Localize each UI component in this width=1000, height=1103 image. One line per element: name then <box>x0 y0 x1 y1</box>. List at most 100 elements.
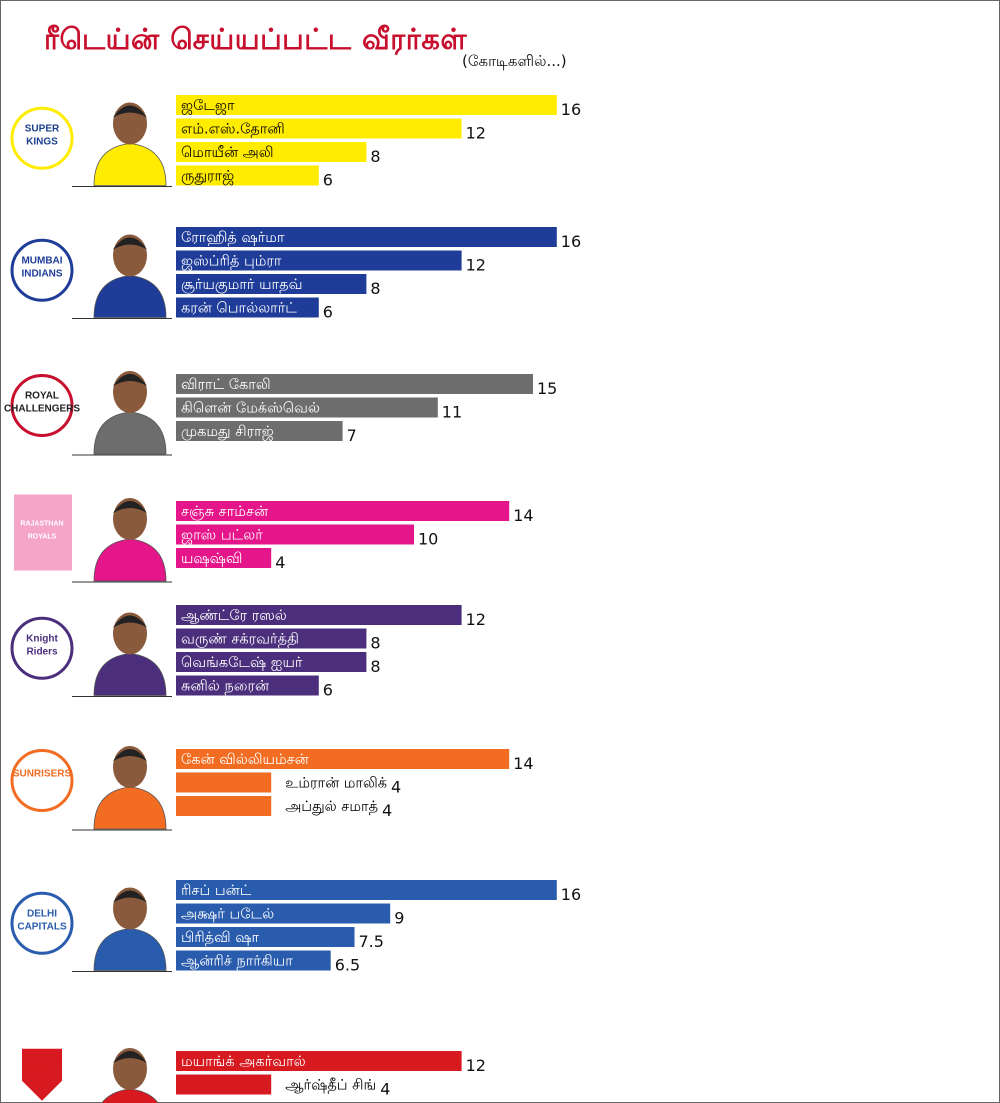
value-label: 6 <box>323 681 333 700</box>
value-label: 4 <box>380 1080 390 1099</box>
player-name-label: யஷஷ்வி <box>181 551 242 567</box>
bar <box>176 374 533 394</box>
value-label: 16 <box>561 885 581 904</box>
player-name-label: ரிசப் பன்ட் <box>181 883 252 899</box>
player-name-label: கேன் வில்லியம்சன் <box>181 752 310 768</box>
team-logo-text: Knight <box>26 633 58 644</box>
team-group-pbks: PUNJAB KINGS மயாங்க் அகர்வால் 12 ஆர்ஷ்தீப் ச… <box>21 1048 486 1103</box>
value-label: 4 <box>391 778 401 797</box>
bar <box>176 1051 462 1071</box>
team-logo-mi: MUMBAI INDIANS <box>10 238 74 302</box>
bar <box>176 628 367 649</box>
bar <box>176 421 343 441</box>
value-label: 6.5 <box>335 956 360 975</box>
bar <box>176 397 438 418</box>
value-label: 6 <box>323 303 333 322</box>
team-group-kkr: Knight Riders ஆண்ட்ரே ரஸல் 12 வருண் சக்ரவர்த… <box>10 605 486 700</box>
value-label: 12 <box>466 610 486 629</box>
player-name-label: ஆன்ரிச் நார்கியா <box>181 954 293 970</box>
bar <box>176 95 557 115</box>
value-unit-label: (கோடிகளில்...) <box>462 52 567 70</box>
bar <box>176 1074 272 1095</box>
bar <box>176 250 462 271</box>
bar <box>176 524 414 545</box>
bar <box>176 675 319 696</box>
bar <box>176 796 272 816</box>
player-name-label: ருதுராஜ் <box>181 169 234 185</box>
bar <box>176 142 367 162</box>
bar <box>176 227 557 247</box>
bar <box>176 118 462 139</box>
player-name-label: வருண் சக்ரவர்த்தி <box>181 632 299 648</box>
bar <box>176 749 510 769</box>
bar <box>176 548 272 568</box>
value-label: 7.5 <box>359 932 384 951</box>
team-logo-text: SUPER <box>25 123 60 134</box>
player-photo <box>101 1048 159 1103</box>
team-logo-text: Riders <box>26 646 58 657</box>
team-logo-rr: RAJASTHAN ROYALS <box>14 494 72 571</box>
player-name-label: சுனில் நரைன் <box>181 679 270 695</box>
value-label: 14 <box>513 754 533 773</box>
team-logo-text: CHALLENGERS <box>4 404 80 415</box>
team-logo-text: ROYAL <box>25 391 59 402</box>
bar <box>176 950 331 971</box>
player-name-label: ஆர்ஷ்தீப் சிங் <box>285 1078 376 1094</box>
team-logo-kkr: Knight Riders <box>10 616 74 680</box>
bar <box>176 903 391 924</box>
player-name-label: விராட் கோலி <box>181 377 271 393</box>
player-name-label: வெங்கடேஷ் ஐயர் <box>181 655 303 671</box>
bar <box>176 274 367 294</box>
player-name-label: பிரித்வி ஷா <box>181 930 259 946</box>
team-logo-text: SUNRISERS <box>13 769 72 780</box>
value-label: 11 <box>442 403 462 422</box>
player-photo <box>72 887 172 972</box>
value-label: 6 <box>323 171 333 190</box>
bar <box>176 927 355 947</box>
team-logo-text: CAPITALS <box>17 921 67 932</box>
bar <box>176 501 510 521</box>
team-group-rcb: ROYAL CHALLENGERS விராட் கோலி 15 கிளென் மேக்… <box>4 371 557 456</box>
team-group-dc: DELHI CAPITALS ரிசப் பன்ட் 16 அக்ஷர் படேல் 9 ப… <box>10 880 581 975</box>
value-label: 9 <box>394 909 404 928</box>
player-photo <box>72 234 172 319</box>
value-label: 16 <box>561 232 581 251</box>
player-name-label: எம்.எஸ்.தோனி <box>181 122 285 138</box>
player-name-label: மயாங்க் அகர்வால் <box>181 1054 306 1070</box>
bar <box>176 772 272 793</box>
bar <box>176 297 319 318</box>
team-logo-dc: DELHI CAPITALS <box>10 891 74 955</box>
value-label: 4 <box>275 553 285 572</box>
value-label: 8 <box>370 147 380 166</box>
player-name-label: ஜாஸ் பட்லர் <box>181 528 263 545</box>
team-group-rr: RAJASTHAN ROYALS சஞ்சு சாம்சன் 14 ஜாஸ் பட்லர… <box>14 494 534 583</box>
team-logo-text: ROYALS <box>28 534 57 541</box>
player-name-label: அப்துல் சமாத் <box>285 799 378 815</box>
player-photo <box>72 498 172 583</box>
player-photo <box>72 746 172 831</box>
chart-title: ரீடெய்ன் செய்யப்பட்ட வீரர்கள் <box>44 22 468 56</box>
value-label: 8 <box>370 634 380 653</box>
bar <box>176 605 462 625</box>
value-label: 16 <box>561 100 581 119</box>
team-logo-srh: SUNRISERS <box>10 749 74 812</box>
player-photo <box>72 612 172 697</box>
player-name-label: கரன் பொல்லார்ட் <box>181 301 297 317</box>
player-name-label: முகமது சிராஜ் <box>181 424 274 440</box>
team-logo-text: MUMBAI <box>21 255 62 266</box>
player-name-label: கிளென் மேக்ஸ்வெல் <box>181 401 320 417</box>
team-logo-text: PUNJAB <box>21 1056 62 1067</box>
team-logo-text: INDIANS <box>21 268 62 279</box>
value-label: 8 <box>370 279 380 298</box>
player-name-label: ஜடேஜா <box>181 98 235 115</box>
value-label: 10 <box>418 530 438 549</box>
team-logo-text: DELHI <box>27 908 57 919</box>
value-label: 4 <box>382 801 392 820</box>
player-name-label: சூர்யகுமார் யாதவ் <box>181 277 303 294</box>
player-photo <box>72 371 172 456</box>
player-name-label: சஞ்சு சாம்சன் <box>181 504 269 520</box>
team-logo-text: RAJASTHAN <box>20 521 63 528</box>
value-label: 14 <box>513 506 533 525</box>
value-label: 12 <box>466 1056 486 1075</box>
team-group-csk: SUPER KINGS ஜடேஜா 16 எம்.எஸ்.தோனி 12 மொயீன் அல… <box>10 95 581 190</box>
